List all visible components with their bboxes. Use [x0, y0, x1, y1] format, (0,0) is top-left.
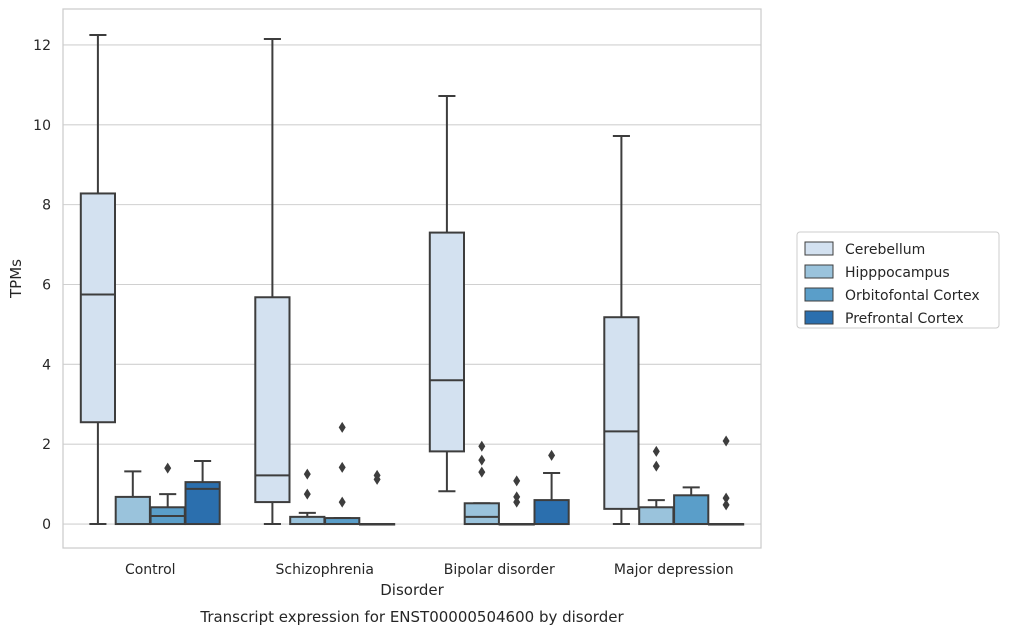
- box-orbitofontal-cortex: [498, 475, 535, 526]
- outlier-point: [303, 468, 311, 480]
- y-tick-label: 4: [42, 357, 51, 373]
- x-tick-label: Schizophrenia: [276, 562, 374, 578]
- y-tick-label: 12: [33, 38, 51, 54]
- outlier-point: [338, 421, 346, 433]
- box-iqr: [533, 499, 570, 526]
- box-iqr: [254, 296, 291, 504]
- outlier-point: [478, 466, 486, 478]
- legend-swatch: [804, 287, 834, 302]
- y-tick-label: 0: [42, 517, 51, 533]
- box-hipppocampus: [289, 468, 326, 526]
- outlier-point: [338, 461, 346, 473]
- box-cerebellum: [603, 134, 640, 526]
- outlier-point: [478, 454, 486, 466]
- outlier-point: [722, 492, 730, 504]
- box-orbitofontal-cortex: [324, 421, 361, 526]
- legend: Cerebellum Hipppocampus Orbitofontal Corte…: [796, 231, 1000, 329]
- x-tick-label: Major depression: [614, 562, 734, 578]
- outlier-point: [164, 462, 172, 474]
- outlier-point: [722, 499, 730, 511]
- plot-frame: [62, 8, 762, 549]
- box-hipppocampus: [638, 445, 675, 526]
- outlier-point: [652, 445, 660, 457]
- outlier-point: [652, 460, 660, 472]
- box-cerebellum: [254, 37, 291, 526]
- box-iqr: [603, 316, 640, 510]
- outlier-point: [548, 449, 556, 461]
- box-hipppocampus: [114, 470, 151, 526]
- box-iqr: [428, 231, 466, 453]
- legend-swatch: [804, 264, 834, 279]
- outlier-point: [513, 491, 521, 503]
- y-axis-label: TPMs: [7, 259, 25, 299]
- box-prefrontal-cortex: [533, 449, 570, 526]
- grid-lines: [63, 44, 761, 525]
- outlier-point: [373, 469, 381, 481]
- box-orbitofontal-cortex: [149, 462, 186, 526]
- box-iqr: [463, 502, 500, 526]
- outlier-point: [338, 496, 346, 508]
- y-tick-label: 2: [42, 437, 51, 453]
- box-iqr: [289, 515, 326, 526]
- outlier-point: [303, 488, 311, 500]
- box-iqr: [638, 506, 675, 526]
- legend-label: Orbitofontal Cortex: [845, 288, 980, 304]
- box-iqr: [79, 192, 117, 424]
- box-iqr: [114, 495, 151, 526]
- x-axis-label: Disorder: [380, 581, 444, 599]
- legend-swatch: [804, 310, 834, 325]
- legend-frame: [796, 231, 1000, 329]
- x-tick-labels: Control Schizophrenia Bipolar disorder Majo…: [125, 562, 734, 578]
- x-tick-label: Bipolar disorder: [444, 562, 555, 578]
- box-orbitofontal-cortex: [673, 486, 710, 526]
- y-tick-labels: 0 2 4 6 8 10 12: [33, 38, 51, 533]
- box-series: [79, 33, 745, 526]
- box-iqr: [673, 494, 710, 526]
- y-tick-label: 10: [33, 118, 51, 134]
- outlier-point: [478, 440, 486, 452]
- box-cerebellum: [428, 95, 466, 493]
- legend-label: Cerebellum: [845, 242, 925, 258]
- x-tick-label: Control: [125, 562, 176, 578]
- box-cerebellum: [79, 33, 117, 526]
- legend-label: Hipppocampus: [845, 265, 950, 281]
- chart-title: Transcript expression for ENST0000050460…: [199, 608, 624, 626]
- legend-label: Prefrontal Cortex: [845, 311, 964, 327]
- box-hipppocampus: [463, 440, 500, 526]
- box-prefrontal-cortex: [184, 459, 221, 526]
- box-prefrontal-cortex: [358, 469, 396, 526]
- outlier-point: [722, 435, 730, 447]
- legend-swatch: [804, 241, 834, 256]
- outlier-point: [513, 475, 521, 487]
- y-tick-label: 8: [42, 198, 51, 214]
- y-tick-label: 6: [42, 277, 51, 293]
- box-prefrontal-cortex: [707, 435, 745, 526]
